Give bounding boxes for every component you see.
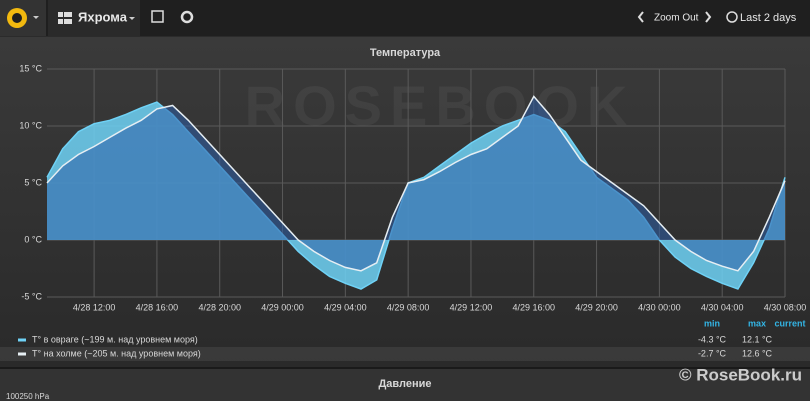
watermark: ROSEBOOK xyxy=(245,74,636,137)
y-tick-label: 5 °C xyxy=(24,177,42,187)
copyright: © RoseBook.ru xyxy=(679,365,802,384)
x-tick-label: 4/29 00:00 xyxy=(261,302,304,312)
logo-inner xyxy=(12,13,22,23)
legend-value: -4.3 °C xyxy=(698,334,727,344)
settings-icon[interactable] xyxy=(180,10,194,24)
legend-label[interactable]: T° на холме (~205 м. над уровнем моря) xyxy=(32,348,201,358)
legend-header: max xyxy=(748,318,766,328)
legend-value: 12.6 °C xyxy=(742,348,773,358)
x-tick-label: 4/28 20:00 xyxy=(198,302,241,312)
legend-value: -2.7 °C xyxy=(698,348,727,358)
zoom-out[interactable]: Zoom Out xyxy=(654,13,699,24)
prev-icon[interactable] xyxy=(637,11,644,23)
clock-icon xyxy=(726,11,738,23)
y-tick-label: 10 °C xyxy=(19,120,42,130)
panel-title: Давление xyxy=(378,378,431,390)
top-nav: Яхрома Zoom Out Last 2 days xyxy=(0,0,810,36)
grid-icon xyxy=(58,12,72,24)
legend-header: min xyxy=(704,318,720,328)
x-tick-label: 4/29 20:00 xyxy=(575,302,618,312)
dashboard-title: Яхрома xyxy=(78,9,128,24)
legend-header: current xyxy=(774,318,805,328)
legend-label[interactable]: T° в овраге (~199 м. над уровнем моря) xyxy=(32,334,198,344)
x-tick-label: 4/29 16:00 xyxy=(512,302,555,312)
x-tick-label: 4/28 16:00 xyxy=(136,302,179,312)
x-tick-label: 4/28 12:00 xyxy=(73,302,116,312)
y-tick-label: 15 °C xyxy=(19,63,42,73)
x-tick-label: 4/29 04:00 xyxy=(324,302,367,312)
panel-2 xyxy=(0,369,810,401)
area xyxy=(47,96,785,271)
dashboard-button[interactable] xyxy=(48,0,140,36)
x-tick-label: 4/29 08:00 xyxy=(387,302,430,312)
y-tick-label: 100250 hPa xyxy=(6,392,50,401)
legend-value: 12.1 °C xyxy=(742,334,773,344)
caret xyxy=(129,17,135,20)
panel-title: Температура xyxy=(370,47,441,59)
y-tick-label: -5 °C xyxy=(21,291,42,301)
x-tick-label: 4/29 12:00 xyxy=(450,302,493,312)
x-tick-label: 4/30 04:00 xyxy=(701,302,744,312)
time-range[interactable]: Last 2 days xyxy=(740,12,797,24)
y-tick-label: 0 °C xyxy=(24,234,42,244)
x-tick-label: 4/30 00:00 xyxy=(638,302,681,312)
legend-row-bg xyxy=(0,347,810,361)
plot: 15 °C 10 °C 5 °C 0 °C -5 °C 4/28 12:00 4/28 16… xyxy=(19,63,806,312)
caret xyxy=(33,16,39,19)
x-tick-label: 4/30 08:00 xyxy=(764,302,807,312)
next-icon[interactable] xyxy=(705,11,712,23)
line xyxy=(46,95,786,272)
share-icon[interactable] xyxy=(151,10,164,23)
